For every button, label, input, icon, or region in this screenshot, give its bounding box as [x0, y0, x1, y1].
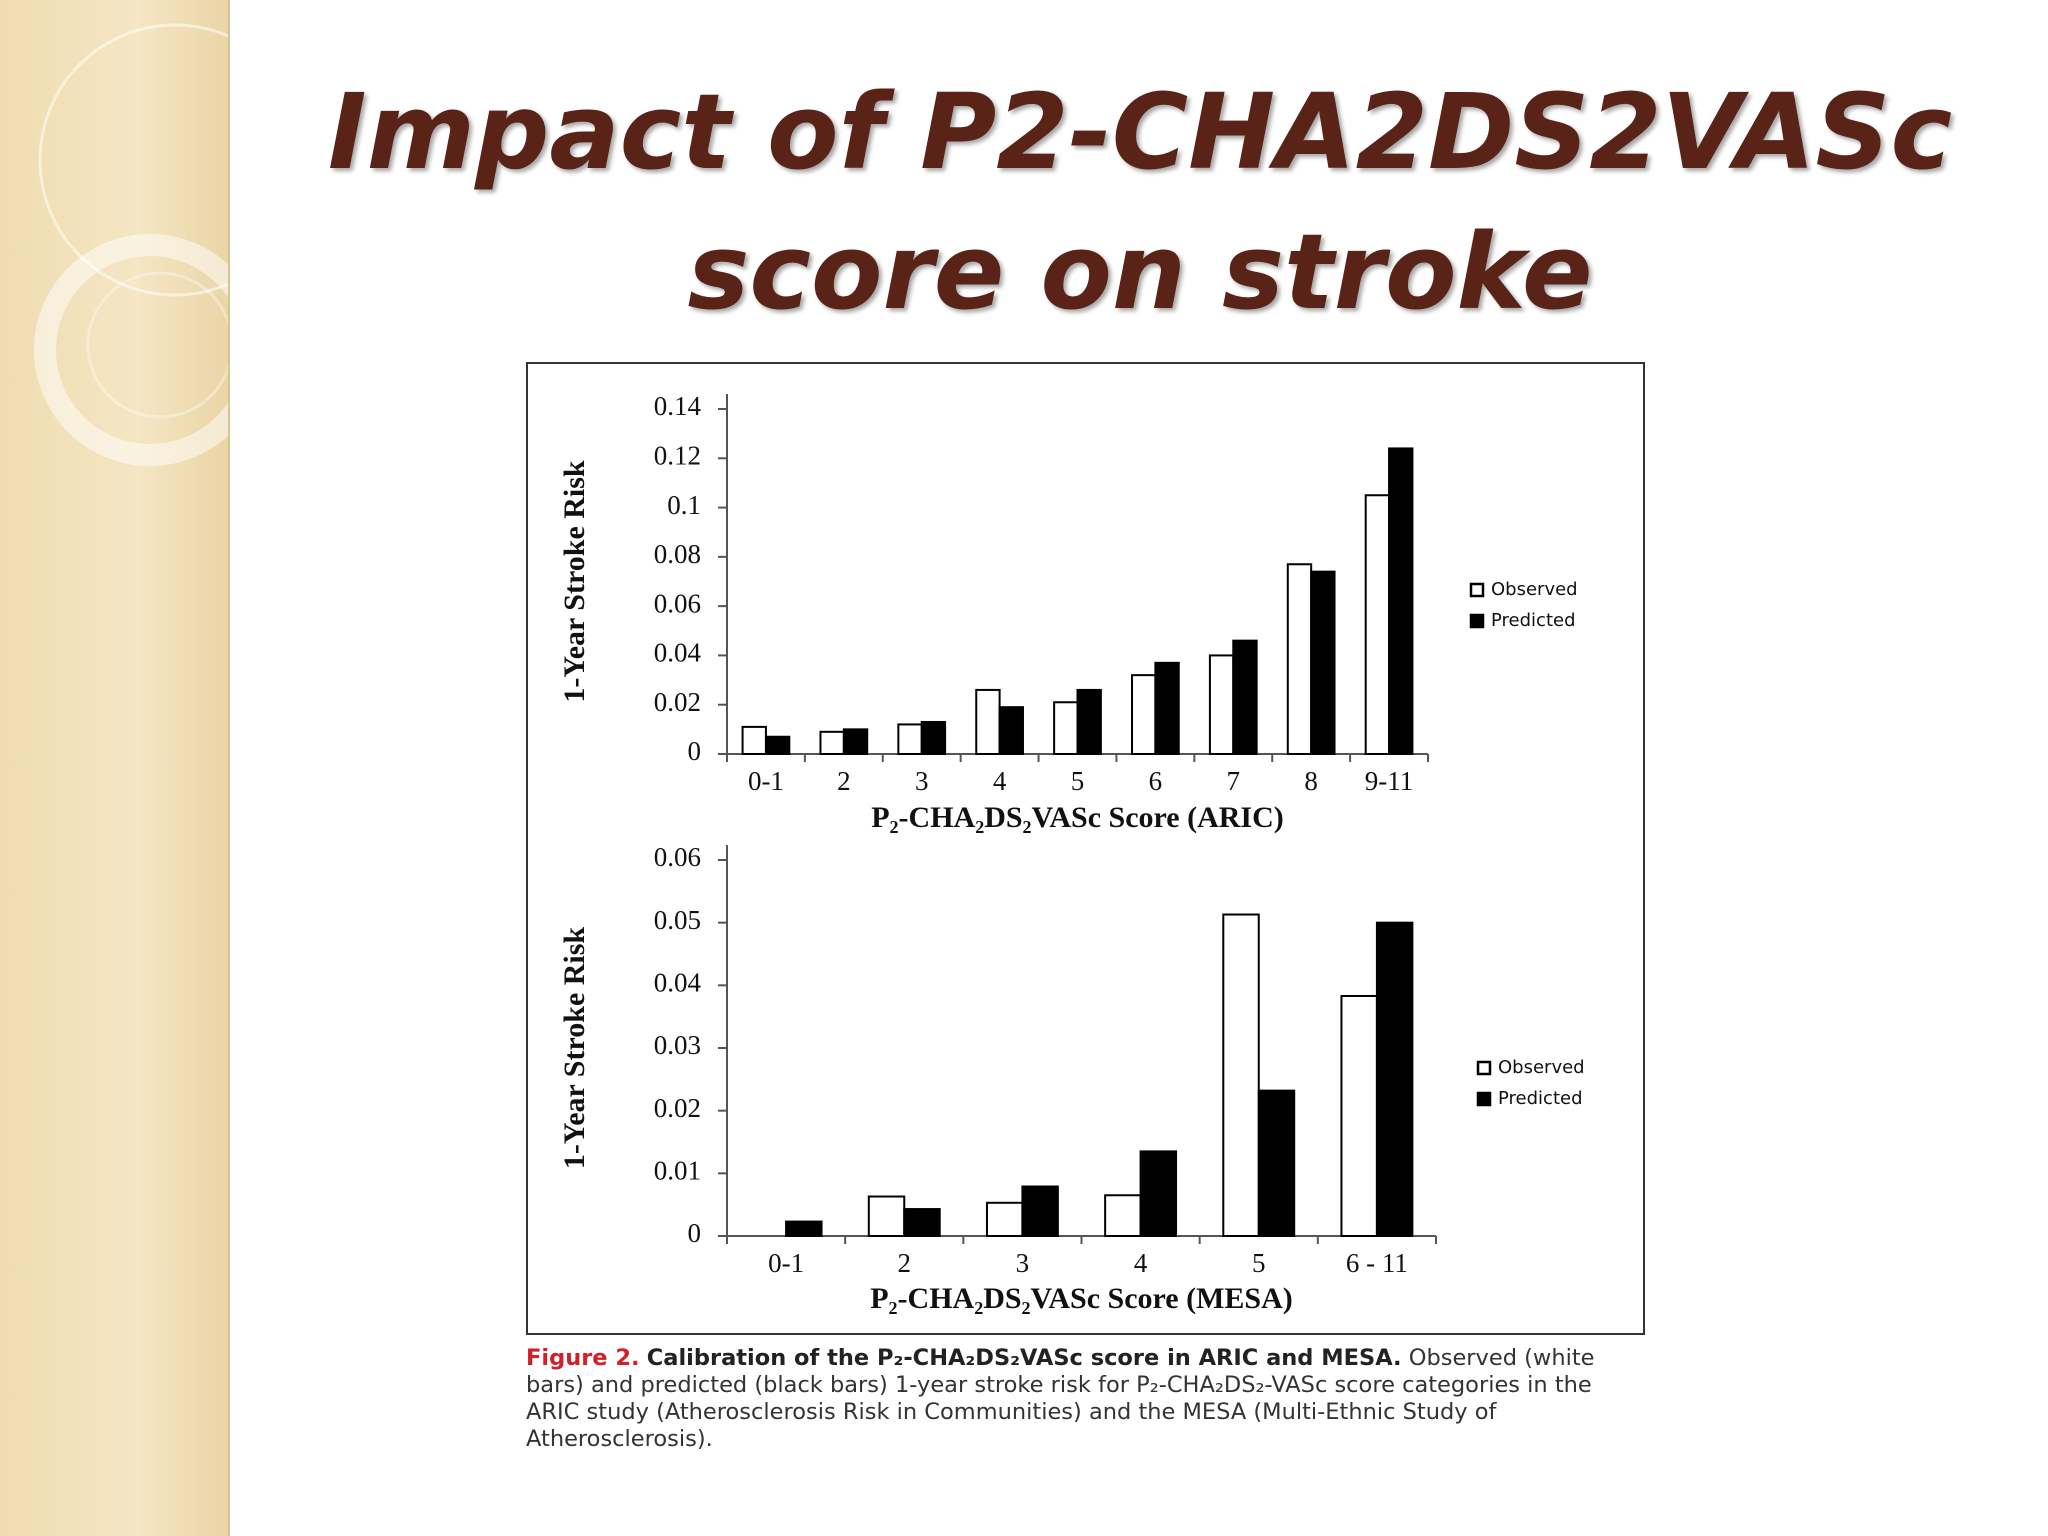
y-tick-label: 0.06	[654, 842, 701, 872]
y-tick-label: 0.14	[654, 391, 702, 421]
bar	[1375, 921, 1414, 1238]
legend-label: Observed	[1491, 579, 1578, 600]
bar	[819, 730, 845, 756]
bar	[1286, 563, 1313, 755]
x-tick-label: 4	[993, 766, 1007, 796]
y-tick-label: 0	[688, 736, 702, 766]
bar	[1388, 447, 1414, 756]
x-tick-label: 8	[1304, 766, 1318, 796]
y-tick-label: 0.1	[667, 490, 701, 520]
bar	[1104, 1194, 1142, 1237]
x-tick-label: 0-1	[748, 766, 784, 796]
x-tick-label: 9-11	[1365, 766, 1414, 796]
bar	[785, 1220, 823, 1238]
figure: 0 0.02 0.04 0.06 0.08 0.1 0.12 0.14 1-Year Strok…	[526, 362, 1645, 1335]
bar	[764, 735, 791, 755]
caption-label: Figure 2.	[526, 1345, 640, 1371]
legend-swatch	[1476, 1060, 1492, 1076]
y-tick-label: 0.03	[654, 1030, 701, 1060]
x-tick-label: 2	[898, 1248, 912, 1278]
caption: Figure 2. Calibration of the P₂-CHA₂DS₂V…	[526, 1345, 1646, 1453]
x-tick-label: 2	[837, 766, 851, 796]
bar	[1257, 1089, 1296, 1238]
y-tick-label: 0.02	[654, 1093, 701, 1123]
x-tick-label: 5	[1071, 766, 1085, 796]
y-axis-title: 1-Year Stroke Risk	[558, 460, 591, 703]
slide-title: Impact of P2-CHA2DS2VASc score on stroke	[327, 71, 1953, 333]
bar	[1139, 1150, 1178, 1238]
legend-label: Observed	[1498, 1057, 1585, 1078]
legend-label: Predicted	[1491, 610, 1576, 631]
x-tick-label: 7	[1227, 766, 1241, 796]
bar	[867, 1195, 906, 1238]
y-tick-label: 0.06	[654, 588, 701, 618]
charts: 0 0.02 0.04 0.06 0.08 0.1 0.12 0.14 1-Year Strok…	[558, 391, 1585, 1315]
bar	[903, 1208, 941, 1238]
x-axis-title: P₂-CHA₂DS₂VASc Score (MESA)	[870, 1282, 1293, 1315]
y-tick-label: 0.04	[654, 638, 702, 668]
bar	[897, 723, 923, 755]
legend-swatch	[1469, 613, 1485, 629]
bar	[1310, 570, 1336, 755]
bar	[1208, 654, 1235, 755]
y-tick-label: 0.02	[654, 687, 701, 717]
y-tick-label: 0.01	[654, 1156, 701, 1186]
y-tick-label: 0	[688, 1218, 702, 1248]
x-axis-title: P₂-CHA₂DS₂VASc Score (ARIC)	[871, 801, 1284, 834]
bar	[1222, 913, 1260, 1238]
x-tick-label: 3	[915, 766, 929, 796]
bar	[920, 720, 947, 756]
decoration	[34, 23, 312, 466]
y-tick-label: 0.08	[654, 539, 701, 569]
bar	[1053, 701, 1079, 755]
x-tick-label: 4	[1134, 1248, 1148, 1278]
x-tick-label: 5	[1252, 1248, 1266, 1278]
x-tick-label: 6 - 11	[1346, 1248, 1408, 1278]
x-tick-label: 3	[1016, 1248, 1030, 1278]
caption-heading: Calibration of the P₂-CHA₂DS₂VASc score …	[646, 1345, 1402, 1371]
bar	[842, 728, 869, 756]
legend-label: Predicted	[1498, 1088, 1583, 1109]
legend-swatch	[1469, 582, 1485, 598]
bar	[975, 688, 1001, 755]
bar	[1076, 688, 1102, 755]
bar	[1131, 674, 1157, 755]
caption-body: Observed (white bars) and predicted (bla…	[526, 1345, 1595, 1452]
bar	[998, 706, 1024, 755]
bar	[1154, 661, 1180, 756]
x-tick-label: 6	[1149, 766, 1163, 796]
y-tick-label: 0.04	[654, 968, 702, 998]
y-axis-title: 1-Year Stroke Risk	[558, 927, 591, 1170]
bar	[1340, 994, 1378, 1238]
bar	[741, 725, 767, 755]
x-tick-label: 0-1	[768, 1248, 804, 1278]
bar	[1021, 1185, 1059, 1238]
bar	[1232, 639, 1258, 755]
decorative-band	[0, 0, 312, 1536]
legend-swatch	[1476, 1091, 1492, 1107]
y-tick-label: 0.05	[654, 905, 701, 935]
bar	[985, 1201, 1024, 1238]
y-tick-label: 0.12	[654, 440, 701, 470]
bar	[1364, 494, 1391, 755]
